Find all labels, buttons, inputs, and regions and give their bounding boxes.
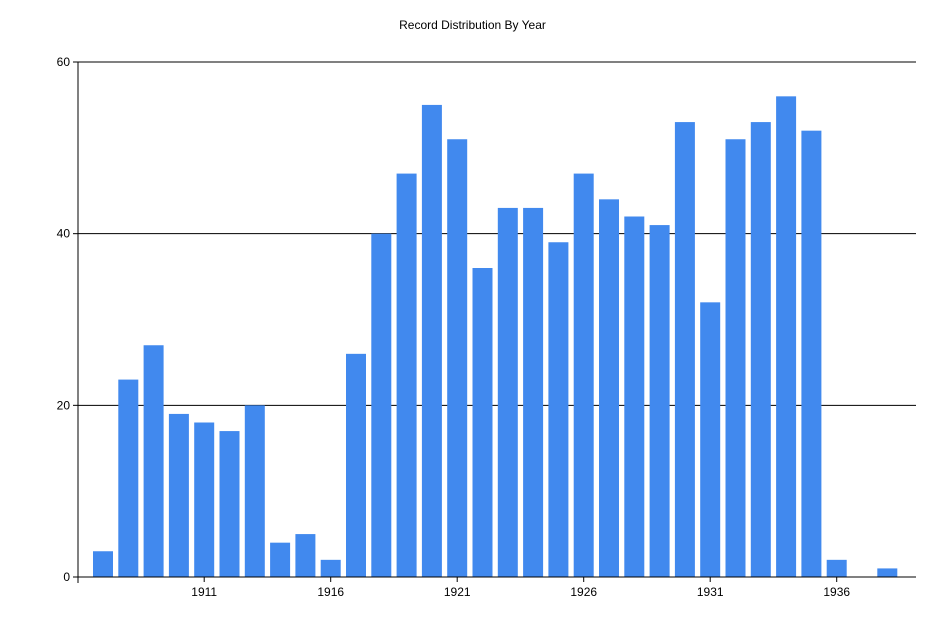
bar-1920 bbox=[421, 104, 442, 578]
y-tick-label-20: 20 bbox=[57, 398, 71, 412]
bar-1910 bbox=[168, 413, 189, 577]
bar-1935 bbox=[801, 130, 822, 577]
bar-1913 bbox=[244, 405, 265, 577]
bar-1930 bbox=[674, 122, 695, 577]
x-tick-label-1936: 1936 bbox=[823, 585, 850, 599]
bar-1928 bbox=[624, 216, 645, 577]
y-tick-label-40: 40 bbox=[57, 227, 71, 241]
bar-1916 bbox=[320, 559, 341, 577]
bar-1923 bbox=[497, 207, 518, 577]
x-tick-label-1931: 1931 bbox=[697, 585, 724, 599]
bar-1912 bbox=[219, 431, 240, 577]
bar-1927 bbox=[599, 199, 619, 578]
bar-1907 bbox=[93, 551, 113, 577]
bar-1914 bbox=[270, 542, 291, 577]
bar-1926 bbox=[573, 173, 594, 578]
x-tick-label-1911: 1911 bbox=[191, 585, 217, 599]
bar-1908 bbox=[118, 379, 139, 577]
bar-1936 bbox=[826, 559, 847, 577]
axes bbox=[77, 62, 916, 583]
x-tick-label-1916: 1916 bbox=[317, 585, 344, 599]
bar-1918 bbox=[371, 233, 392, 577]
bar-1929 bbox=[649, 225, 670, 578]
bars bbox=[93, 96, 898, 578]
x-tick-label-1921: 1921 bbox=[444, 585, 471, 599]
bar-1922 bbox=[472, 268, 493, 577]
y-tick-label-0: 0 bbox=[63, 570, 70, 584]
y-tick-label-60: 60 bbox=[57, 55, 71, 69]
bar-1917 bbox=[346, 353, 366, 577]
x-tick-label-1926: 1926 bbox=[570, 585, 597, 599]
bar-1924 bbox=[523, 207, 544, 577]
bar-1911 bbox=[194, 422, 215, 577]
bar-1919 bbox=[396, 173, 417, 578]
bar-1933 bbox=[750, 122, 771, 577]
bar-1932 bbox=[725, 139, 746, 577]
bar-1915 bbox=[295, 534, 316, 577]
bar-1931 bbox=[700, 302, 721, 577]
bar-1921 bbox=[447, 139, 468, 577]
bar-1925 bbox=[548, 242, 569, 577]
y-tick-labels: 0 20 40 60 bbox=[57, 55, 78, 584]
chart-title: Record Distribution By Year bbox=[399, 18, 546, 32]
x-tick-labels: 1911 1916 1921 1926 1931 1936 bbox=[191, 577, 850, 599]
bar-1909 bbox=[143, 345, 164, 577]
bar-1938 bbox=[877, 568, 898, 577]
bar-1934 bbox=[776, 96, 797, 577]
